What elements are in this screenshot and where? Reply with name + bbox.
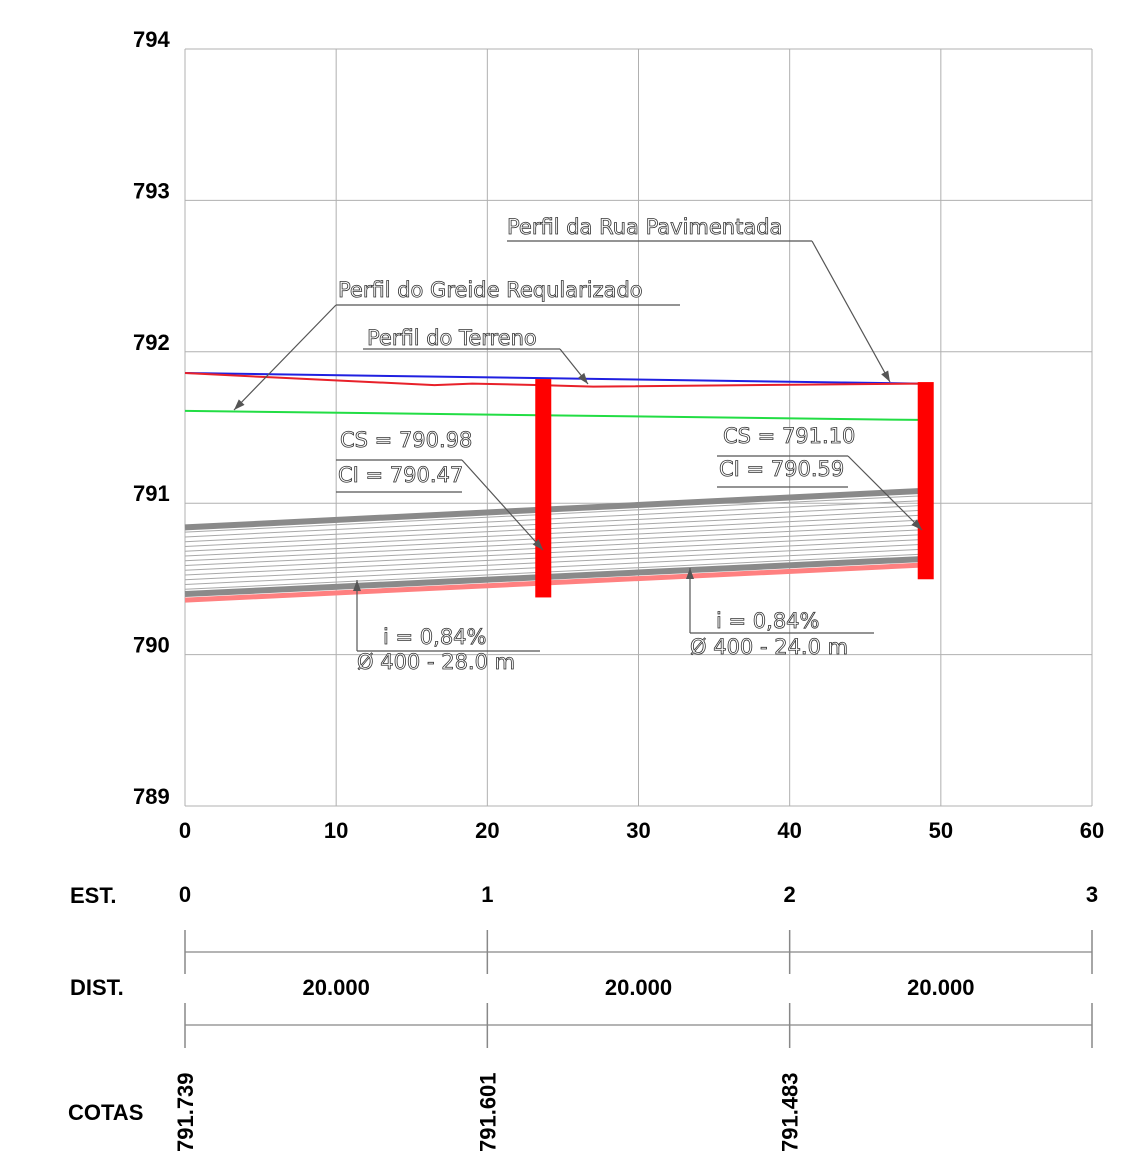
y-tick-label: 792 <box>133 330 170 355</box>
x-tick-label: 0 <box>179 818 191 843</box>
cotas-label: COTAS <box>68 1100 143 1125</box>
dist-label: DIST. <box>70 975 124 1000</box>
profile-lines <box>184 371 919 421</box>
cota-value: 791.739 <box>173 1072 198 1152</box>
x-tick-label: 40 <box>777 818 801 843</box>
annotation-rua: Perfil da Rua Pavimentada <box>507 215 782 239</box>
annotation-terreno: Perfil do Terreno <box>367 326 537 350</box>
ci2-leader <box>847 455 923 531</box>
x-tick-label: 60 <box>1080 818 1104 843</box>
grid <box>184 48 1093 807</box>
pipe-line <box>184 510 919 547</box>
distance-value: 20.000 <box>303 975 370 1000</box>
pipe-line <box>184 556 919 598</box>
x-tick-label: 30 <box>626 818 650 843</box>
arrowhead <box>881 370 890 382</box>
y-tick-label: 790 <box>133 633 170 658</box>
pipe-line <box>184 495 919 533</box>
pipe-line <box>184 524 919 562</box>
annotation-cs1: CS = 790.98 <box>340 428 472 452</box>
distance-value: 20.000 <box>907 975 974 1000</box>
annotation-ci2: CI = 790.59 <box>719 457 844 481</box>
arrowhead <box>911 519 922 530</box>
pipe-line <box>184 534 919 571</box>
annotation-d2: Ø 400 - 24.0 m <box>690 635 848 659</box>
pipe-invert-line <box>184 562 919 603</box>
x-tick-label: 50 <box>929 818 953 843</box>
annotation-d1: Ø 400 - 28.0 m <box>357 650 515 674</box>
pipe-line <box>184 539 919 576</box>
arrowhead <box>353 580 361 591</box>
annotation-ci1: CI = 790.47 <box>338 463 463 487</box>
pipe-line <box>184 548 919 586</box>
station-number: 0 <box>179 882 191 907</box>
y-tick-label: 789 <box>133 784 170 809</box>
cota-value: 791.601 <box>475 1072 500 1152</box>
arrowhead <box>532 539 543 550</box>
annotation-i1: i = 0,84% <box>383 625 487 649</box>
series-line <box>184 409 919 421</box>
pipe-segment <box>184 488 919 603</box>
station-number: 3 <box>1086 882 1098 907</box>
pipe-line <box>184 500 919 538</box>
y-tick-label: 793 <box>133 178 170 203</box>
station-table: EST. DIST. COTAS 0 1 2 3 20.000 20.000 20.000 7… <box>68 882 1098 1152</box>
annotation-cs2: CS = 791.10 <box>723 424 855 448</box>
x-tick-label: 20 <box>475 818 499 843</box>
annotations: Perfil da Rua Pavimentada Perfil do Greid… <box>338 215 856 675</box>
cota-value: 791.483 <box>778 1072 803 1152</box>
pipe-line <box>184 544 919 581</box>
pipe-line <box>184 505 919 543</box>
leader-lines <box>233 240 923 652</box>
ci1-leader <box>461 459 544 551</box>
series-line <box>184 371 919 388</box>
arrowhead <box>578 372 588 384</box>
manhole <box>535 379 552 598</box>
y-tick-label: 794 <box>133 27 170 52</box>
est-label: EST. <box>70 883 116 908</box>
distance-value: 20.000 <box>605 975 672 1000</box>
rua-leader <box>811 240 891 383</box>
arrowhead <box>234 399 245 410</box>
annotation-greide: Perfil do Greide Reqularizado <box>338 278 643 302</box>
arrowhead <box>686 568 694 579</box>
annotation-i2: i = 0,84% <box>716 609 820 633</box>
greide-leader <box>233 304 337 411</box>
x-tick-label: 10 <box>324 818 348 843</box>
manhole <box>917 382 934 580</box>
pipe-line <box>184 514 919 552</box>
pipe-line <box>184 519 919 557</box>
pipe-line <box>184 529 919 566</box>
y-tick-label: 791 <box>133 481 170 506</box>
series-line <box>184 371 919 385</box>
pipe-line <box>184 553 919 590</box>
station-number: 1 <box>481 882 493 907</box>
station-number: 2 <box>784 882 796 907</box>
axis-ticks: 0 10 20 30 40 50 60 789 790 791 792 793 794 <box>133 27 1104 843</box>
pipe-line <box>184 488 919 531</box>
